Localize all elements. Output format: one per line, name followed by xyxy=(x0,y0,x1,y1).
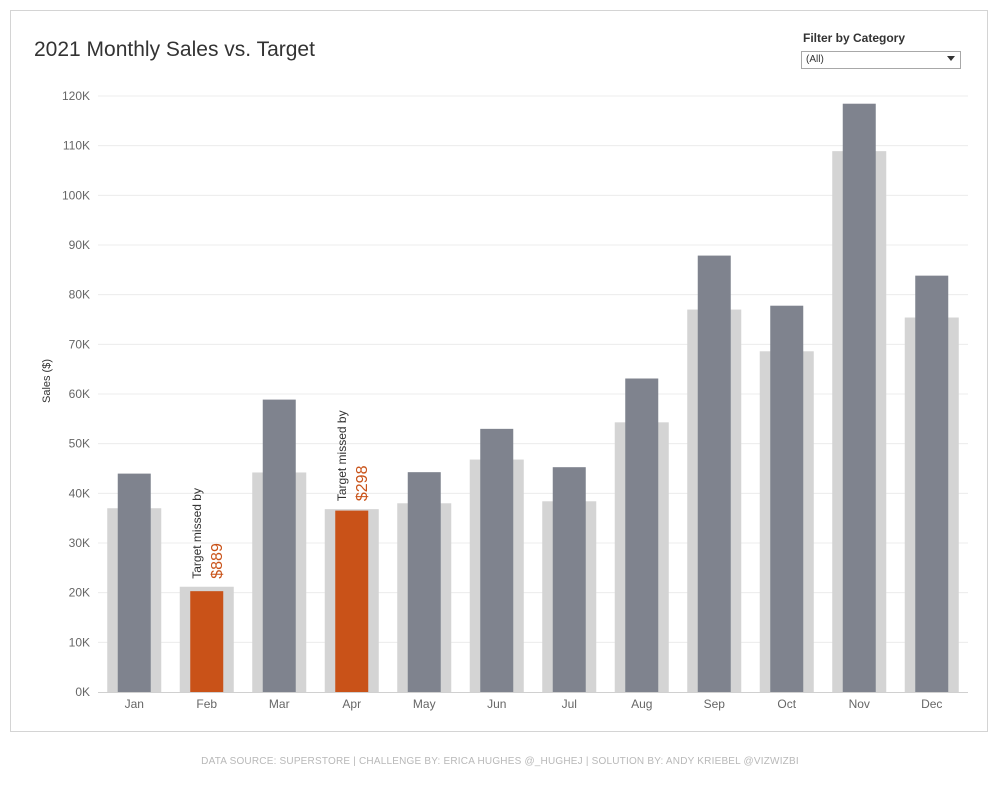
filter-selected-value: (All) xyxy=(806,54,824,65)
filter-label: Filter by Category xyxy=(803,31,906,45)
x-tick-label: Aug xyxy=(631,697,652,711)
y-tick-label: 20K xyxy=(69,586,90,600)
y-tick-label: 30K xyxy=(69,536,90,550)
annotation-value-apr: $298 xyxy=(354,465,371,501)
y-tick-label: 60K xyxy=(69,387,90,401)
x-tick-label: Dec xyxy=(921,697,942,711)
x-tick-label: May xyxy=(413,697,436,711)
sales-bar-jun[interactable] xyxy=(480,428,514,692)
sales-bar-aug[interactable] xyxy=(625,378,659,692)
sales-bar-dec[interactable] xyxy=(915,275,949,692)
y-tick-label: 120K xyxy=(62,89,90,103)
sales-bar-nov[interactable] xyxy=(842,103,876,693)
chevron-down-icon xyxy=(947,56,955,61)
x-tick-label: Jul xyxy=(562,697,577,711)
sales-bar-may[interactable] xyxy=(407,472,441,692)
y-tick-label: 70K xyxy=(69,337,90,351)
x-tick-label: Mar xyxy=(269,697,290,711)
x-tick-label: Nov xyxy=(849,697,870,711)
x-tick-label: Sep xyxy=(704,697,726,711)
annotation-value-feb: $889 xyxy=(209,543,226,579)
x-tick-label: Jan xyxy=(125,697,144,711)
annotation-text-apr: Target missed by xyxy=(335,410,349,501)
sales-bar-feb[interactable] xyxy=(190,591,224,692)
x-tick-label: Feb xyxy=(196,697,217,711)
y-tick-label: 90K xyxy=(69,238,90,252)
y-tick-label: 10K xyxy=(69,635,90,649)
sales-bar-sep[interactable] xyxy=(697,255,731,692)
sales-bar-apr[interactable] xyxy=(335,510,369,692)
category-filter-dropdown[interactable]: (All) xyxy=(801,51,961,69)
sales-bar-jan[interactable] xyxy=(117,473,151,692)
footer-credits: DATA SOURCE: SUPERSTORE | CHALLENGE BY: … xyxy=(201,756,799,767)
y-tick-label: 40K xyxy=(69,486,90,500)
annotation-text-feb: Target missed by xyxy=(190,488,204,579)
y-tick-label: 110K xyxy=(63,139,90,153)
x-tick-label: Jun xyxy=(487,697,506,711)
x-tick-label: Apr xyxy=(342,697,361,711)
y-tick-label: 50K xyxy=(69,437,90,451)
y-axis-title: Sales ($) xyxy=(41,359,53,403)
y-tick-label: 100K xyxy=(62,188,90,202)
y-tick-label: 0K xyxy=(75,685,90,699)
sales-bar-oct[interactable] xyxy=(770,305,804,692)
x-tick-label: Oct xyxy=(777,697,796,711)
sales-bar-jul[interactable] xyxy=(552,467,586,692)
y-tick-label: 80K xyxy=(69,288,90,302)
sales-bar-mar[interactable] xyxy=(262,399,296,692)
chart-title: 2021 Monthly Sales vs. Target xyxy=(34,38,315,61)
